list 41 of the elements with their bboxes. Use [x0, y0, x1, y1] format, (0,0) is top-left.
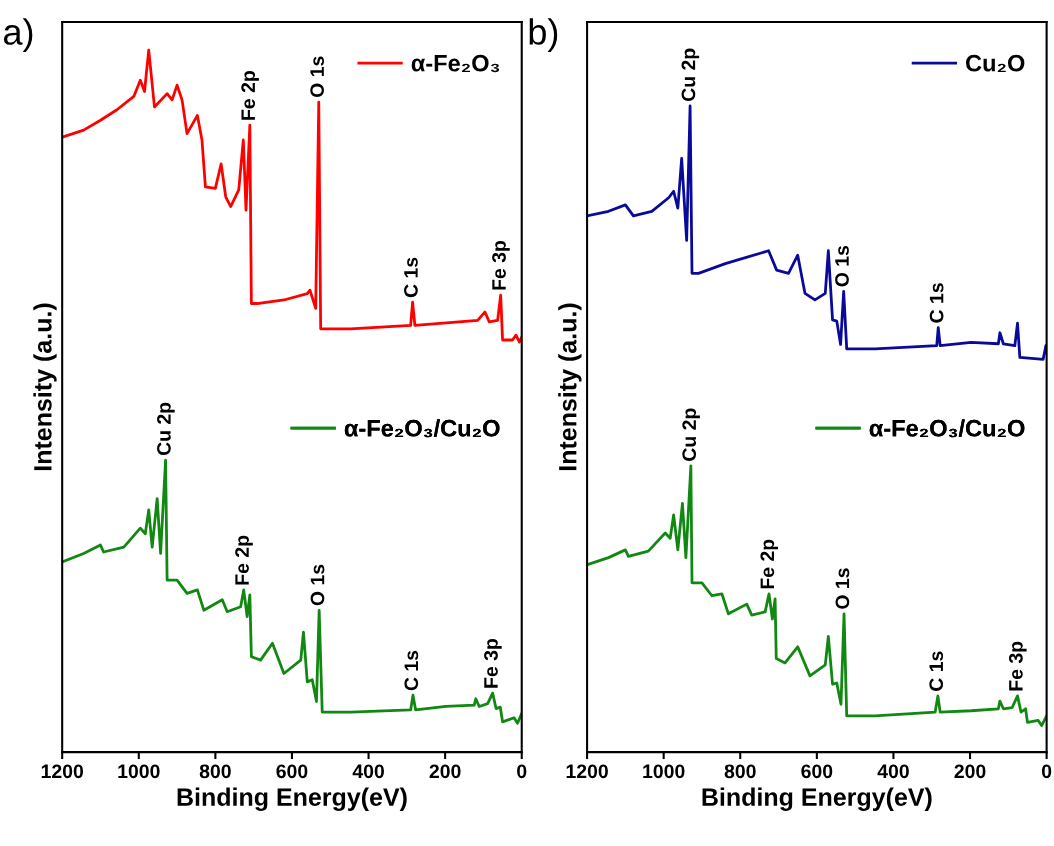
- x-tick-label: 600: [801, 764, 833, 779]
- annotation: C 1s: [404, 257, 418, 298]
- y-axis-title: Intensity (a.u.): [558, 303, 582, 471]
- x-tick-label: 1000: [118, 764, 160, 779]
- annotation: Fe 2p: [760, 539, 779, 589]
- x-tick-label: 400: [877, 764, 909, 779]
- x-tick-label: 1200: [41, 764, 84, 779]
- annotation: Fe 2p: [241, 71, 259, 120]
- x-tick-label: 800: [199, 764, 231, 779]
- annotation: Cu 2p: [681, 48, 700, 102]
- legend-label: α-Fe₂O₃/Cu₂O: [869, 419, 1025, 438]
- annotation: O 1s: [835, 568, 850, 609]
- legend-label: α-Fe₂O₃/Cu₂O: [344, 419, 500, 438]
- annotation: Cu 2p: [682, 408, 700, 461]
- legend-label: Cu₂O: [966, 54, 1025, 73]
- legend-label: α-Fe₂O₃: [411, 54, 500, 73]
- annotation: C 1s: [404, 650, 419, 691]
- x-tick-label: 600: [276, 764, 308, 779]
- chart-title: b): [529, 18, 558, 52]
- x-tick-label: 200: [954, 764, 986, 779]
- x-tick-label: 0: [1041, 764, 1052, 779]
- annotation: Fe 3p: [1008, 641, 1027, 691]
- x-tick-label: 800: [724, 764, 756, 779]
- annotation: O 1s: [310, 564, 325, 606]
- annotation: C 1s: [929, 283, 944, 323]
- annotation: Fe 3p: [484, 638, 502, 688]
- x-axis-title: Binding Energy(eV): [177, 787, 407, 811]
- y-axis-title: Intensity (a.u.): [33, 303, 57, 471]
- chart-title: a): [3, 18, 33, 52]
- annotation: Fe 3p: [492, 240, 510, 290]
- annotation: Cu 2p: [157, 402, 175, 456]
- annotation: O 1s: [310, 56, 324, 98]
- x-tick-label: 0: [517, 764, 527, 779]
- x-axis-title: Binding Energy(eV): [702, 787, 932, 811]
- x-tick-label: 1000: [643, 764, 685, 779]
- x-tick-label: 400: [352, 764, 384, 779]
- annotation: Fe 2p: [235, 535, 253, 585]
- annotation: C 1s: [929, 651, 944, 691]
- annotation: O 1s: [835, 245, 849, 287]
- x-tick-label: 200: [429, 764, 461, 779]
- x-tick-label: 1200: [566, 764, 608, 779]
